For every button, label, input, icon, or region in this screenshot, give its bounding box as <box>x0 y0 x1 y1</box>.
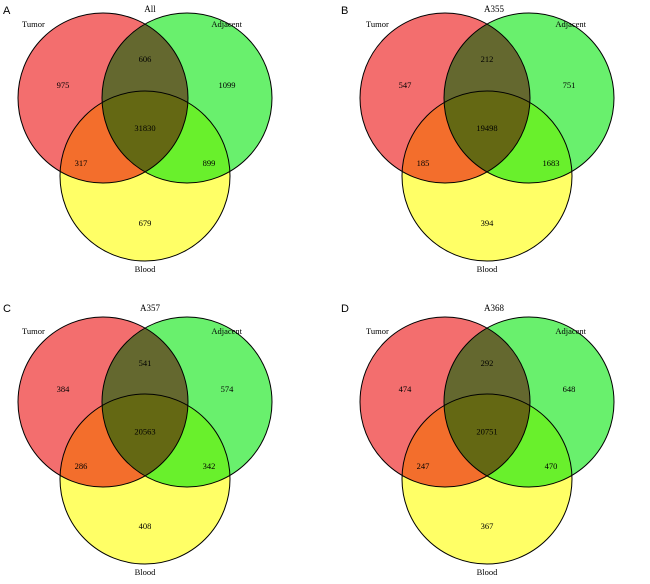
blood-set-label: Blood <box>135 567 157 577</box>
adjacent-set-outline <box>101 316 273 488</box>
panel-letter: C <box>3 303 11 315</box>
count-all-three: 19498 <box>476 123 497 133</box>
count-tumor-blood: 317 <box>75 158 88 168</box>
tumor-set-label: Tumor <box>22 19 45 29</box>
count-adjacent-blood: 1683 <box>543 158 560 168</box>
tumor-set-label: Tumor <box>366 326 389 336</box>
blood-set-outline <box>59 90 231 262</box>
count-adjacent-only: 574 <box>221 384 235 394</box>
blood-set-label: Blood <box>477 264 499 274</box>
adjacent-set-label: Adjacent <box>211 19 242 29</box>
blood-set-outline <box>401 393 573 565</box>
tumor-set-outline <box>17 316 189 488</box>
venn-panel-b: B A355 Tumor Adjacent Blood 547 212 751 19498 185… <box>341 4 615 274</box>
panel-title: A357 <box>140 303 160 313</box>
adjacent-set-outline <box>443 12 615 184</box>
count-adjacent-only: 1099 <box>219 80 236 90</box>
count-adjacent-blood: 470 <box>545 461 558 471</box>
blood-set-label: Blood <box>135 264 157 274</box>
panel-title: All <box>144 4 156 14</box>
panel-letter: B <box>341 5 348 17</box>
blood-set-outline <box>59 393 231 565</box>
count-adjacent-only: 751 <box>563 80 576 90</box>
count-blood-only: 679 <box>139 218 152 228</box>
count-tumor-only: 547 <box>399 80 412 90</box>
blood-set-outline <box>401 90 573 262</box>
venn-fills <box>360 13 614 261</box>
venn-panel-c: C A357 Tumor Adjacent Blood 384 541 574 20563 286… <box>3 303 273 577</box>
count-adjacent-blood: 342 <box>203 461 216 471</box>
count-tumor-only: 384 <box>57 384 71 394</box>
venn-fills <box>360 317 614 564</box>
count-tumor-blood: 286 <box>75 461 88 471</box>
adjacent-set-label: Adjacent <box>555 19 586 29</box>
adjacent-set-outline <box>443 316 615 488</box>
tumor-set-outline <box>359 316 531 488</box>
count-blood-only: 367 <box>481 521 494 531</box>
count-all-three: 20751 <box>476 427 497 437</box>
count-blood-only: 408 <box>139 521 152 531</box>
count-tumor-adjacent: 212 <box>481 54 494 64</box>
panel-letter: A <box>3 5 11 17</box>
blood-set-label: Blood <box>477 567 499 577</box>
count-tumor-blood: 185 <box>417 158 430 168</box>
count-tumor-adjacent: 292 <box>481 358 494 368</box>
count-tumor-only: 474 <box>399 384 413 394</box>
venn-fills <box>18 317 272 564</box>
count-adjacent-only: 648 <box>563 384 576 394</box>
count-tumor-adjacent: 541 <box>139 358 152 368</box>
panel-letter: D <box>341 303 349 315</box>
venn-panel-d: D A368 Tumor Adjacent Blood 474 292 648 20751 247… <box>341 303 615 577</box>
panel-title: A355 <box>484 4 504 14</box>
count-blood-only: 394 <box>481 218 495 228</box>
adjacent-set-label: Adjacent <box>555 326 586 336</box>
blood-set-circle <box>60 91 230 261</box>
count-tumor-adjacent: 606 <box>139 54 152 64</box>
count-tumor-only: 975 <box>57 80 70 90</box>
count-tumor-blood: 247 <box>417 461 430 471</box>
tumor-set-label: Tumor <box>22 326 45 336</box>
panel-title: A368 <box>484 303 504 313</box>
count-all-three: 31830 <box>134 123 155 133</box>
blood-set-circle <box>402 394 572 564</box>
tumor-set-outline <box>17 12 189 184</box>
adjacent-set-outline <box>101 12 273 184</box>
blood-set-circle <box>402 91 572 261</box>
count-all-three: 20563 <box>134 427 155 437</box>
adjacent-set-label: Adjacent <box>211 326 242 336</box>
blood-set-circle <box>60 394 230 564</box>
venn-fills <box>18 13 272 261</box>
tumor-set-outline <box>359 12 531 184</box>
count-adjacent-blood: 899 <box>203 158 216 168</box>
venn-panel-a: A All Tumor Adjacent Blood 975 606 1099 31830 317… <box>3 4 273 274</box>
tumor-set-label: Tumor <box>366 19 389 29</box>
